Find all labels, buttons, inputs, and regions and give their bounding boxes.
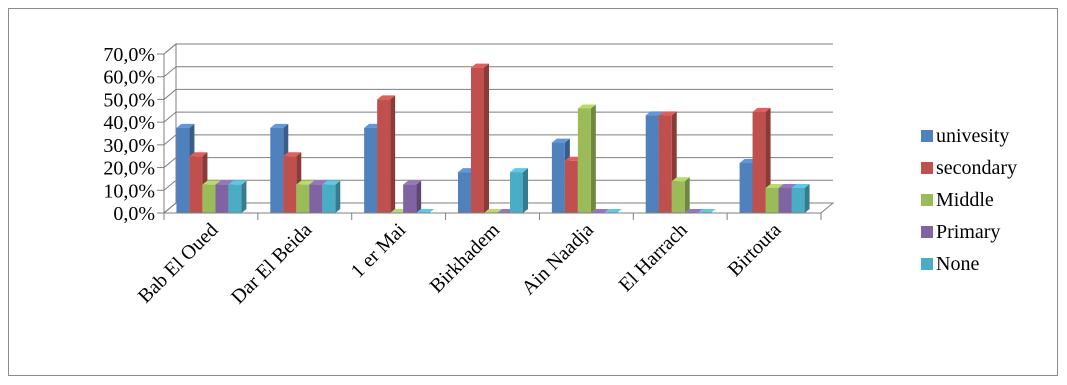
x-tick-label: 1 er Mai bbox=[347, 219, 411, 283]
y-tick-label: 50,0% bbox=[103, 89, 155, 111]
bar bbox=[577, 104, 596, 213]
legend-swatch bbox=[921, 162, 933, 174]
gridline bbox=[163, 43, 833, 55]
gridline bbox=[163, 134, 833, 146]
gridline bbox=[163, 179, 833, 191]
y-tick-label: 60,0% bbox=[103, 67, 155, 89]
bar bbox=[403, 180, 422, 213]
bar bbox=[590, 209, 609, 213]
legend-item: Primary bbox=[921, 221, 1000, 243]
legend-swatch bbox=[921, 130, 933, 142]
legend-label: Middle bbox=[936, 189, 994, 211]
bar bbox=[510, 168, 528, 213]
legend-item: univesity bbox=[921, 125, 1009, 147]
x-axis-ticks: Bab El Oued Dar El Beida 1 er Mai Birkhadem… bbox=[134, 212, 822, 308]
bar bbox=[684, 209, 703, 213]
gridline bbox=[163, 202, 833, 214]
bar bbox=[697, 209, 716, 213]
legend-swatch bbox=[921, 258, 933, 270]
legend-item: secondary bbox=[921, 157, 1017, 179]
legend-item: None bbox=[921, 253, 979, 275]
legend-swatch bbox=[921, 226, 933, 238]
legend: univesity secondary Middle Primary None bbox=[921, 125, 1017, 275]
y-tick-label: 10,0% bbox=[103, 180, 155, 202]
x-tick-label: Bab El Oued bbox=[134, 219, 223, 308]
gridlines bbox=[157, 43, 833, 214]
legend-label: univesity bbox=[936, 125, 1009, 147]
bar bbox=[484, 209, 502, 213]
gridline bbox=[163, 157, 833, 168]
y-tick-label: 0,0% bbox=[113, 203, 155, 225]
x-tick-label: Birtouta bbox=[724, 219, 786, 281]
y-tick-label: 30,0% bbox=[103, 135, 155, 157]
legend-label: Primary bbox=[936, 221, 1000, 243]
bar bbox=[671, 177, 690, 213]
bar-chart: 0,0%10,0%20,0%30,0%40,0%50,0%60,0%70,0% … bbox=[103, 42, 1017, 308]
x-tick-label: El Harrach bbox=[615, 219, 692, 296]
legend-label: secondary bbox=[936, 157, 1017, 179]
bar bbox=[752, 107, 771, 213]
x-tick-label: Dar El Beida bbox=[227, 219, 316, 308]
bar bbox=[377, 95, 396, 213]
bar bbox=[791, 184, 810, 213]
chart-walls bbox=[162, 42, 835, 215]
x-tick-label: Ain Naadja bbox=[518, 219, 598, 299]
legend-label: None bbox=[936, 253, 979, 275]
gridline bbox=[163, 66, 833, 78]
bars bbox=[176, 63, 810, 213]
bar bbox=[416, 209, 435, 213]
legend-swatch bbox=[921, 194, 933, 206]
side-wall bbox=[163, 42, 177, 215]
bar bbox=[228, 180, 247, 213]
y-tick-label: 70,0% bbox=[103, 44, 155, 66]
gridline bbox=[163, 111, 833, 123]
y-tick-label: 20,0% bbox=[103, 158, 155, 180]
chart-frame: 0,0% 10,0% 20,0% 30,0% 40,0% 50,0% 60,0% 70,0% … bbox=[8, 8, 1058, 376]
legend-item: Middle bbox=[921, 189, 994, 211]
bar bbox=[471, 63, 489, 213]
y-tick-label: 40,0% bbox=[103, 112, 155, 134]
bar bbox=[322, 180, 341, 213]
y-axis-ticks: 0,0%10,0%20,0%30,0%40,0%50,0%60,0%70,0% bbox=[103, 44, 155, 225]
x-tick-label: Birkhadem bbox=[426, 219, 505, 298]
gridline bbox=[163, 88, 833, 100]
bar bbox=[603, 209, 622, 213]
